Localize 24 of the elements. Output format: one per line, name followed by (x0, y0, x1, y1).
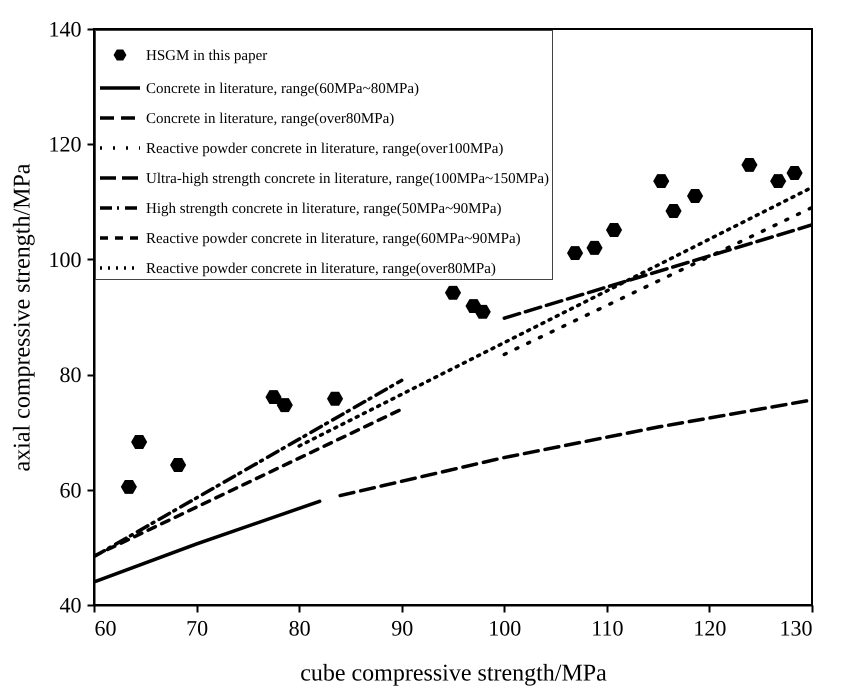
legend-label: High strength concrete in literature, range(50MPa~90MPa) (146, 201, 502, 217)
legend-label: Concrete in literature, range(60MPa~80MPa) (146, 81, 420, 97)
y-tick-label: 60 (60, 477, 82, 502)
x-tick-label: 60 (94, 616, 116, 640)
legend-label: Reactive powder concrete in literature, range(60MPa~90MPa) (146, 231, 521, 247)
y-tick-label: 100 (48, 246, 82, 272)
x-axis-title: cube compressive strength/MPa (300, 660, 608, 686)
x-tick-label: 100 (488, 616, 522, 640)
y-tick-label: 80 (60, 362, 82, 388)
x-tick-label: 90 (391, 616, 414, 640)
y-tick-label: 120 (48, 132, 82, 157)
legend-label: Reactive powder concrete in literature, range(over80MPa) (146, 261, 496, 277)
x-tick-label: 120 (693, 616, 726, 640)
x-tick-label: 110 (591, 616, 624, 640)
legend-label: HSGM in this paper (146, 48, 268, 64)
legend-label: Ultra-high strength concrete in literature, range(100MPa~150MPa) (146, 171, 549, 187)
x-tick-label: 130 (780, 616, 812, 640)
y-axis-title: axial compressive strength/MPa (10, 163, 36, 472)
legend-label: Concrete in literature, range(over80MPa) (146, 111, 394, 127)
x-tick-label: 80 (288, 616, 311, 640)
x-tick-label: 70 (186, 616, 208, 640)
y-tick-label: 140 (48, 16, 82, 42)
legend-label: Reactive powder concrete in literature, range(over100MPa) (146, 141, 504, 157)
y-tick-label: 40 (60, 592, 82, 618)
